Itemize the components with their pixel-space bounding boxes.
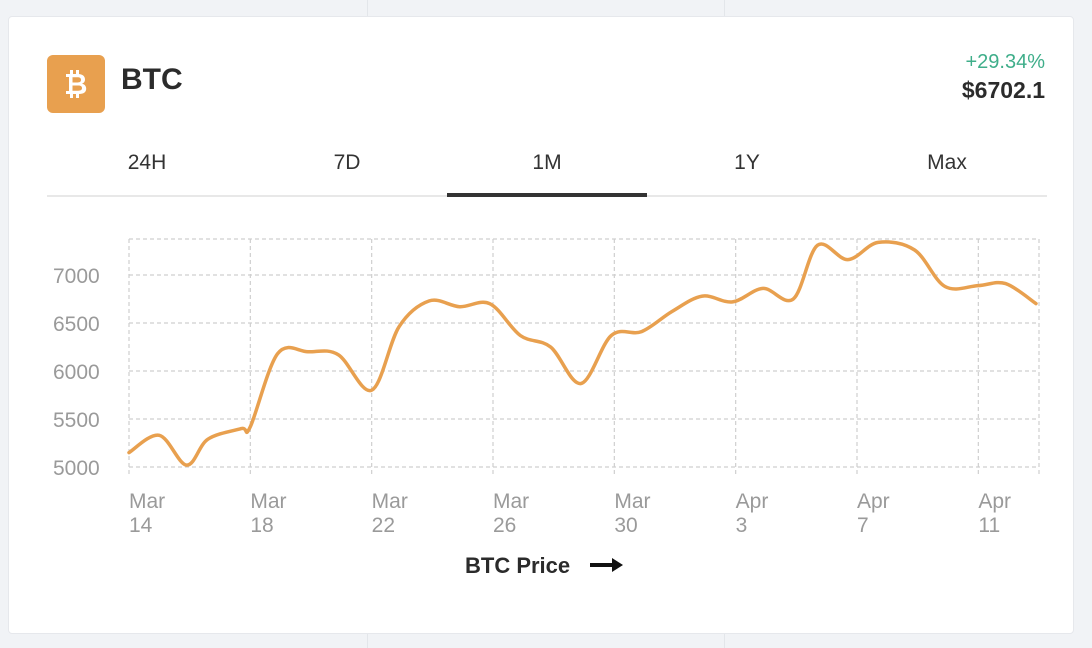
chart-title-text: BTC Price bbox=[465, 553, 571, 578]
arrow-right-icon bbox=[590, 553, 624, 579]
x-tick-label: Mar bbox=[614, 490, 650, 513]
bitcoin-icon bbox=[66, 70, 87, 98]
y-tick-label: 6500 bbox=[53, 313, 100, 336]
coin-symbol: BTC bbox=[121, 63, 183, 96]
x-tick-label: 7 bbox=[857, 514, 869, 537]
x-tick-label: Mar bbox=[250, 490, 286, 513]
tab-24h[interactable]: 24H bbox=[127, 151, 167, 174]
tab-1y[interactable]: 1Y bbox=[734, 151, 760, 174]
x-tick-label: Mar bbox=[493, 490, 529, 513]
y-tick-label: 6000 bbox=[53, 361, 100, 384]
timeframe-tabs: 24H 7D 1M 1Y Max bbox=[47, 135, 1047, 197]
price-line bbox=[127, 240, 1038, 467]
x-tick-label: Apr bbox=[978, 490, 1011, 513]
x-tick-label: 18 bbox=[250, 514, 273, 537]
price-change: +29.34% bbox=[965, 51, 1045, 73]
x-tick-label: 14 bbox=[129, 514, 153, 537]
coin-card: BTC +29.34% $6702.1 24H 7D 1M 1Y Max 500… bbox=[8, 16, 1074, 634]
y-tick-label: 5000 bbox=[53, 457, 100, 480]
current-price: $6702.1 bbox=[961, 77, 1045, 103]
x-tick-label: 26 bbox=[493, 514, 516, 537]
price-chart: 50005500600065007000Mar14Mar18Mar22Mar26… bbox=[53, 238, 1040, 537]
tab-7d[interactable]: 7D bbox=[333, 151, 361, 174]
x-tick-label: Mar bbox=[129, 490, 165, 513]
tab-max[interactable]: Max bbox=[927, 151, 967, 174]
y-tick-label: 7000 bbox=[53, 265, 100, 288]
x-tick-label: 30 bbox=[614, 514, 637, 537]
x-tick-label: Mar bbox=[372, 490, 408, 513]
x-tick-label: 3 bbox=[736, 514, 748, 537]
coin-logo bbox=[47, 55, 105, 113]
x-tick-label: Apr bbox=[857, 490, 890, 513]
chart-title: BTC Price bbox=[465, 553, 624, 579]
y-tick-label: 5500 bbox=[53, 409, 100, 432]
x-tick-label: 11 bbox=[978, 514, 1000, 537]
x-tick-label: Apr bbox=[736, 490, 769, 513]
tab-1m[interactable]: 1M bbox=[447, 135, 647, 197]
x-tick-label: 22 bbox=[372, 514, 395, 537]
